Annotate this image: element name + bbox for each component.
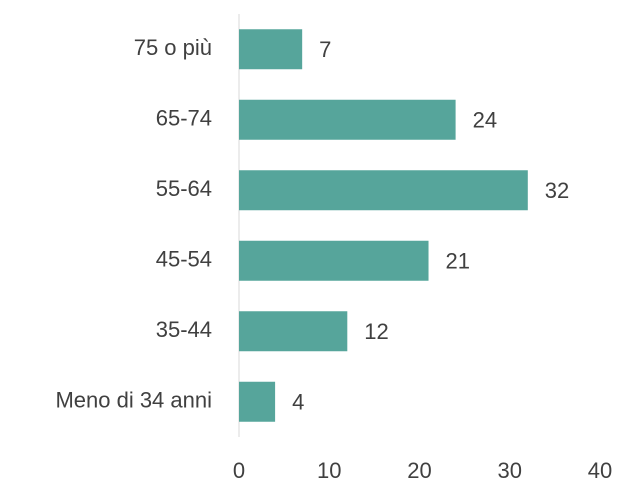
- y-tick-label: 55-64: [156, 176, 212, 201]
- x-tick-label: 30: [498, 458, 522, 483]
- bar: [239, 99, 456, 140]
- y-tick-label: 65-74: [156, 106, 212, 131]
- x-tick-label: 10: [317, 458, 341, 483]
- data-label: 12: [364, 319, 388, 344]
- y-tick-label: 35-44: [156, 317, 212, 342]
- bar: [239, 381, 276, 422]
- bar: [239, 240, 429, 281]
- data-label: 21: [446, 249, 470, 274]
- bar: [239, 170, 528, 211]
- y-tick-label: Meno di 34 anni: [55, 388, 212, 413]
- data-label: 32: [545, 178, 569, 203]
- data-label: 24: [473, 108, 497, 133]
- x-tick-label: 20: [407, 458, 431, 483]
- x-tick-label: 40: [588, 458, 612, 483]
- bar: [239, 311, 348, 352]
- bar: [239, 29, 303, 70]
- y-tick-label: 45-54: [156, 247, 212, 272]
- data-label: 4: [292, 390, 304, 415]
- x-tick-label: 0: [233, 458, 245, 483]
- data-label: 7: [319, 37, 331, 62]
- y-tick-label: 75 o più: [134, 35, 212, 60]
